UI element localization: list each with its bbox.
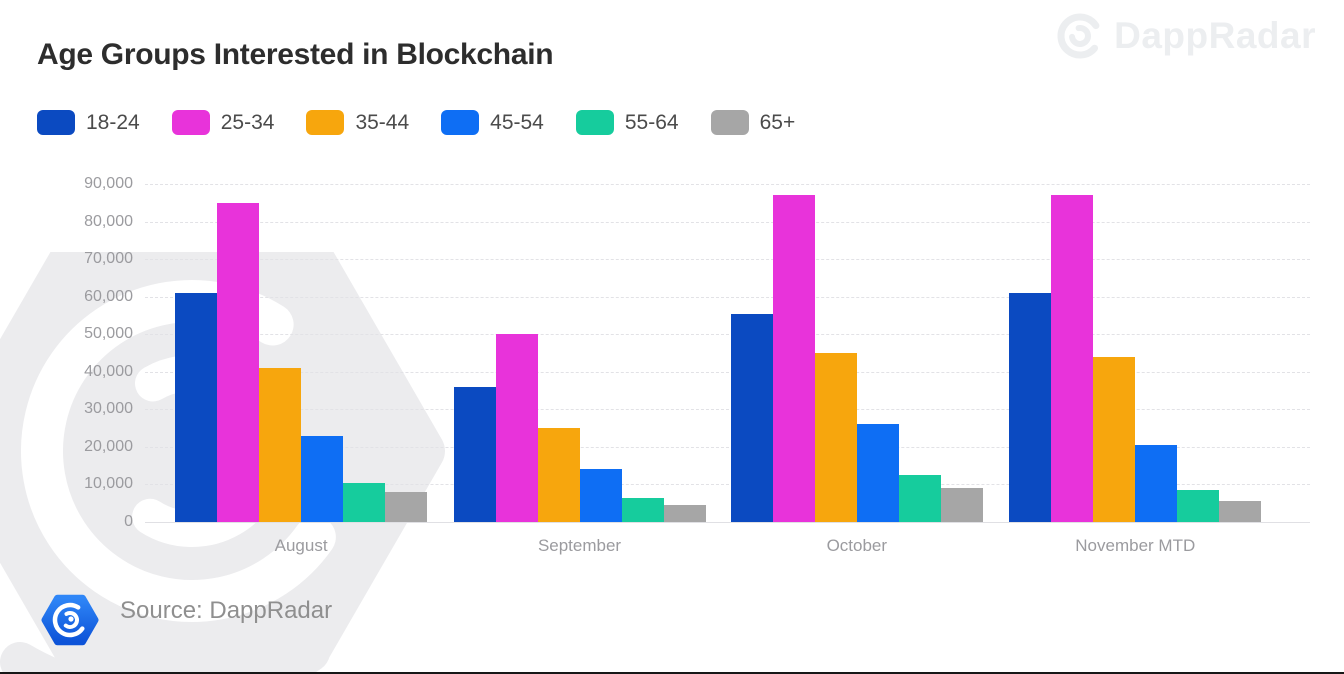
y-axis-tick-label: 80,000 bbox=[84, 212, 133, 230]
gridline bbox=[145, 184, 1310, 185]
bar-August-18-24 bbox=[175, 292, 218, 522]
legend-item-35-44: 35-44 bbox=[306, 110, 409, 135]
bar-September-55-64 bbox=[621, 497, 664, 522]
bar-October-35-44 bbox=[814, 353, 857, 522]
y-axis-tick-label: 30,000 bbox=[84, 400, 133, 418]
bar-September-25-34 bbox=[495, 334, 538, 522]
bar-August-45-54 bbox=[301, 435, 344, 522]
legend-swatch-icon bbox=[710, 110, 749, 135]
gridline bbox=[145, 446, 1310, 448]
bar-August-25-34 bbox=[217, 202, 260, 522]
page-title: Age Groups Interested in Blockchain bbox=[37, 38, 554, 71]
bottom-divider bbox=[0, 672, 1344, 674]
plot-area: 0 10,000 20,000 30,000 40,000 50,000 60,000 70,… bbox=[84, 175, 1310, 555]
y-axis-tick-label: 40,000 bbox=[84, 362, 133, 380]
x-axis-line bbox=[145, 522, 1310, 523]
gridline bbox=[145, 484, 1310, 486]
bar-group-November MTD bbox=[1009, 184, 1262, 522]
source-caption: Source: DappRadar bbox=[120, 597, 333, 624]
legend-swatch-icon bbox=[37, 110, 75, 135]
legend: 18-24 25-34 35-44 45-54 55-64 65+ bbox=[37, 110, 795, 135]
legend-swatch-icon bbox=[306, 110, 345, 135]
legend-label: 45-54 bbox=[490, 110, 544, 134]
bar-October-55-64 bbox=[898, 475, 941, 522]
bar-September-18-24 bbox=[453, 386, 496, 522]
bar-October-65+ bbox=[940, 488, 983, 522]
dappradar-watermark-text: DappRadar bbox=[1114, 15, 1316, 56]
legend-item-65+: 65+ bbox=[710, 110, 796, 135]
legend-item-55-64: 55-64 bbox=[575, 110, 679, 135]
legend-swatch-icon bbox=[575, 110, 614, 135]
bar-November MTD-55-64 bbox=[1177, 490, 1220, 522]
bar-group-October bbox=[730, 184, 983, 522]
bar-August-65+ bbox=[385, 491, 428, 522]
bar-September-65+ bbox=[663, 505, 706, 522]
legend-swatch-icon bbox=[441, 110, 480, 135]
gridline bbox=[145, 409, 1310, 411]
bar-November MTD-18-24 bbox=[1009, 292, 1052, 522]
legend-swatch-icon bbox=[171, 110, 210, 135]
gridline bbox=[145, 334, 1310, 336]
x-axis-label: August bbox=[274, 536, 328, 555]
bar-October-45-54 bbox=[856, 424, 899, 522]
legend-label: 25-34 bbox=[220, 110, 275, 134]
bar-September-35-44 bbox=[537, 428, 580, 522]
legend-label: 18-24 bbox=[86, 110, 140, 134]
y-axis-tick-label: 90,000 bbox=[84, 175, 133, 192]
y-axis-tick-label: 70,000 bbox=[84, 250, 133, 268]
gridline bbox=[145, 221, 1310, 223]
dappradar-watermark-icon bbox=[1057, 13, 1103, 59]
gridline bbox=[145, 371, 1310, 373]
bar-November MTD-65+ bbox=[1219, 501, 1262, 522]
legend-item-45-54: 45-54 bbox=[441, 110, 544, 135]
bar-August-35-44 bbox=[259, 368, 302, 522]
y-axis-tick-label: 10,000 bbox=[84, 475, 133, 493]
bar-November MTD-45-54 bbox=[1135, 445, 1178, 522]
bar-November MTD-25-34 bbox=[1051, 195, 1094, 522]
bar-November MTD-35-44 bbox=[1093, 356, 1136, 522]
legend-label: 55-64 bbox=[624, 110, 679, 134]
x-axis-label: November MTD bbox=[1075, 536, 1196, 555]
legend-item-25-34: 25-34 bbox=[171, 110, 275, 135]
dappradar-watermark: DappRadar bbox=[1056, 12, 1316, 60]
bar-September-45-54 bbox=[579, 469, 622, 522]
y-axis-tick-label: 20,000 bbox=[84, 437, 133, 455]
y-axis-tick-label: 60,000 bbox=[84, 287, 133, 305]
x-axis-label: October bbox=[826, 536, 888, 555]
x-axis-label: September bbox=[537, 536, 622, 555]
legend-label: 35-44 bbox=[355, 110, 410, 134]
legend-item-18-24: 18-24 bbox=[37, 110, 140, 135]
gridline bbox=[145, 259, 1310, 261]
gridline bbox=[145, 296, 1310, 298]
bar-October-25-34 bbox=[772, 195, 815, 522]
bar-August-55-64 bbox=[343, 482, 386, 522]
y-axis-tick-label: 50,000 bbox=[84, 325, 133, 343]
bar-group-August bbox=[175, 184, 428, 522]
legend-label: 65+ bbox=[759, 110, 796, 134]
bar-October-18-24 bbox=[730, 313, 773, 522]
y-axis-tick-label: 0 bbox=[124, 513, 133, 530]
dappradar-logo bbox=[41, 594, 99, 646]
bar-group-September bbox=[453, 184, 706, 522]
